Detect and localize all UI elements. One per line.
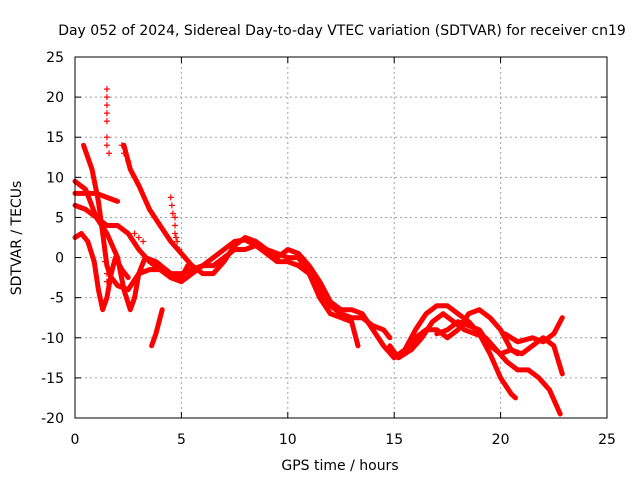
series-track-3 <box>75 234 128 310</box>
data-point <box>104 142 110 148</box>
series-track-10 <box>505 318 562 342</box>
x-tick-label: 25 <box>598 432 616 448</box>
y-tick-label: 20 <box>46 90 64 106</box>
data-point <box>169 202 175 208</box>
y-tick-label: 10 <box>46 170 64 186</box>
data-point <box>106 150 112 156</box>
y-tick-label: -20 <box>41 411 64 427</box>
data-point <box>168 194 174 200</box>
y-tick-label: 25 <box>46 50 64 66</box>
series-track-11 <box>152 310 163 346</box>
x-tick-label: 15 <box>385 432 403 448</box>
y-tick-label: -5 <box>50 291 64 307</box>
data-point <box>104 134 110 140</box>
x-tick-label: 20 <box>492 432 510 448</box>
x-tick-label: 10 <box>279 432 297 448</box>
chart: Day 052 of 2024, Sidereal Day-to-day VTE… <box>0 0 640 480</box>
axes: 25 20 15 10 5 0 -5 -10 -15 -20 0 5 10 15 20 25 <box>41 50 616 448</box>
data-point <box>172 222 178 228</box>
data-layer <box>75 86 562 414</box>
x-axis-label: GPS time / hours <box>281 458 398 474</box>
data-point <box>172 230 178 236</box>
data-point <box>104 110 110 116</box>
y-tick-label: -10 <box>41 331 64 347</box>
y-tick-label: -15 <box>41 371 64 387</box>
series-track-2 <box>75 181 188 309</box>
data-point <box>136 235 142 241</box>
series-track-1 <box>84 145 359 346</box>
data-point <box>140 239 146 245</box>
chart-title: Day 052 of 2024, Sidereal Day-to-day VTE… <box>58 23 626 39</box>
data-point <box>104 102 110 108</box>
data-point <box>104 118 110 124</box>
y-axis-label: SDTVAR / TECUs <box>9 181 25 296</box>
y-tick-label: 0 <box>55 251 64 267</box>
data-point <box>104 86 110 92</box>
data-point <box>104 94 110 100</box>
data-point <box>173 235 179 241</box>
plot-frame <box>75 57 607 418</box>
x-tick-label: 0 <box>71 432 80 448</box>
grid-lines <box>75 57 607 418</box>
y-tick-label: 15 <box>46 130 64 146</box>
y-tick-label: 5 <box>55 210 64 226</box>
x-tick-label: 5 <box>177 432 186 448</box>
